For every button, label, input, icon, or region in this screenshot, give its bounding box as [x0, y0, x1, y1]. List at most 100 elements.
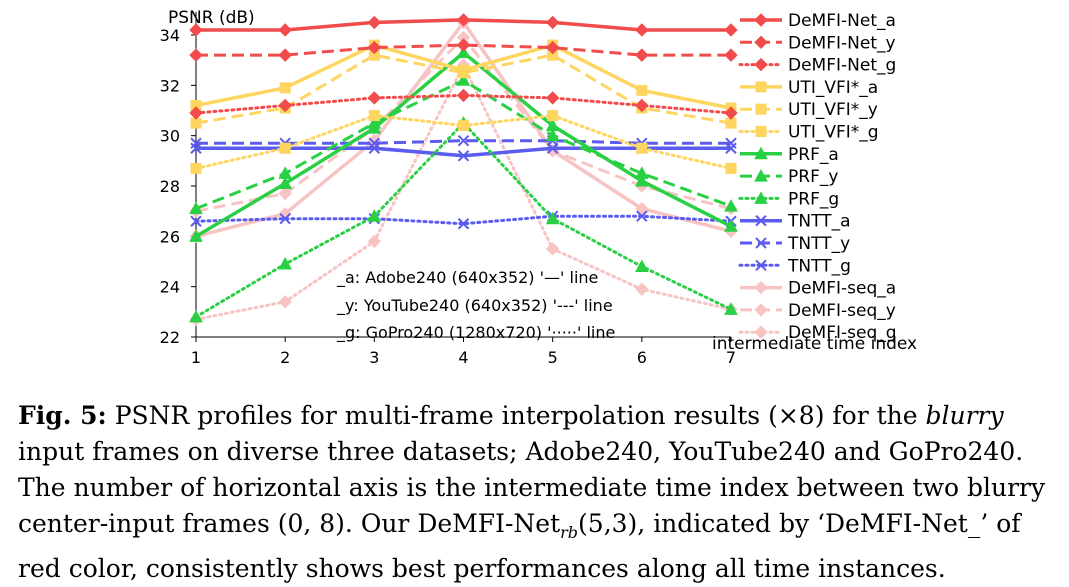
point-demfi-net-g-3 [367, 91, 382, 105]
legend-label-tntt-y: TNTT_y [787, 234, 850, 254]
point-uti-vfi-g-7 [725, 162, 737, 174]
point-tntt-g-6 [636, 210, 648, 222]
point-prf-a-5 [545, 118, 560, 132]
point-demfi-net-g-6 [635, 98, 649, 113]
point-prf-y-7 [724, 199, 738, 212]
point-uti-vfi-a-2 [279, 82, 291, 94]
x-tick-label: 3 [369, 348, 379, 367]
point-demfi-net-a-2 [278, 23, 292, 37]
y-tick-label: 30 [160, 127, 180, 146]
legend-marker-demfi-seq-g [754, 325, 768, 339]
point-demfi-net-y-4 [456, 38, 471, 52]
legend-marker-uti-vfi-g [755, 126, 767, 137]
point-demfi-net-a-5 [545, 15, 560, 30]
caption-label: Fig. 5: [18, 401, 107, 430]
legend-label-tntt-a: TNTT_a [787, 212, 851, 232]
legend-marker-demfi-seq-y [754, 303, 768, 317]
point-demfi-net-g-1 [189, 106, 203, 120]
caption-text-1: PSNR profiles for multi-frame interpolat… [106, 401, 926, 430]
point-uti-vfi-g-5 [547, 110, 559, 122]
point-tntt-a-3 [368, 142, 381, 154]
legend-label-demfi-seq-g: DeMFI-seq_g [788, 323, 897, 343]
point-tntt-a-5 [546, 142, 559, 154]
legend-marker-prf-y [754, 169, 768, 182]
point-demfi-net-a-1 [189, 23, 203, 37]
legend-label-demfi-seq-y: DeMFI-seq_y [788, 301, 896, 321]
x-tick-label: 4 [458, 348, 468, 367]
point-prf-y-5 [545, 128, 560, 142]
legend-label-prf-g: PRF_g [788, 189, 839, 209]
y-tick-label: 22 [160, 328, 180, 347]
point-uti-vfi-g-6 [636, 142, 648, 154]
point-tntt-a-4 [457, 150, 470, 162]
legend-marker-tntt-g [755, 259, 767, 272]
point-demfi-net-y-6 [635, 48, 649, 62]
legend-label-tntt-g: TNTT_g [787, 256, 851, 276]
caption-italic-word: blurry [925, 401, 1004, 430]
point-tntt-g-4 [457, 218, 470, 230]
point-prf-g-3 [367, 209, 382, 222]
point-demfi-net-y-1 [189, 48, 203, 62]
point-prf-g-6 [634, 259, 649, 273]
point-prf-a-2 [278, 176, 293, 189]
point-demfi-net-y-5 [545, 40, 560, 55]
point-demfi-net-a-4 [456, 13, 471, 27]
legend-label-uti-vfi-a: UTI_VFI*_a [788, 78, 878, 98]
legend-marker-tntt-y [755, 237, 767, 249]
figure-caption: Fig. 5: PSNR profiles for multi-frame in… [18, 398, 1058, 587]
y-tick-label: 24 [160, 278, 180, 297]
legend-marker-demfi-net-g [754, 57, 768, 72]
x-tick-label: 7 [726, 348, 736, 367]
point-demfi-seq-y-2 [278, 186, 292, 201]
point-uti-vfi-a-6 [636, 84, 648, 96]
point-prf-y-4 [456, 73, 471, 86]
point-demfi-net-g-4 [456, 88, 471, 103]
y-tick-label: 26 [160, 227, 180, 246]
point-prf-g-1 [189, 309, 203, 323]
point-demfi-net-g-5 [545, 91, 560, 105]
point-tntt-g-1 [190, 215, 202, 227]
x-tick-label: 6 [637, 348, 647, 367]
annotation-1: _y: YouTube240 (640x352) '---' line [336, 296, 613, 316]
y-tick-label: 32 [160, 76, 180, 95]
y-axis-label: PSNR (dB) [168, 8, 255, 28]
annotation-2: _g: GoPro240 (1280x720) '·····' line [336, 323, 615, 343]
point-prf-a-7 [724, 219, 738, 232]
point-demfi-net-y-3 [367, 40, 382, 55]
caption-text-2: input frames on diverse three datasets; … [18, 437, 1046, 538]
point-demfi-net-a-6 [635, 23, 649, 37]
point-demfi-net-y-2 [278, 48, 292, 62]
caption-subscript: rb [560, 523, 579, 542]
legend-marker-tntt-a [755, 214, 767, 227]
psnr-line-chart: 22 24 26 28 30 32 34 1 2 3 4 5 6 7 PSNR (dB) intermedia… [160, 8, 917, 367]
x-tick-label: 5 [548, 348, 558, 367]
legend-label-uti-vfi-g: UTI_VFI*_g [788, 123, 879, 143]
legend-marker-uti-vfi-a [755, 81, 767, 93]
point-demfi-net-a-7 [724, 23, 738, 37]
point-tntt-g-2 [279, 213, 291, 225]
point-demfi-seq-g-5 [545, 242, 560, 256]
point-demfi-net-y-7 [724, 48, 738, 62]
x-tick-label: 2 [280, 348, 290, 367]
point-prf-g-5 [545, 211, 560, 225]
point-tntt-a-1 [190, 142, 202, 154]
y-tick-label: 34 [160, 26, 180, 45]
point-demfi-net-a-3 [367, 15, 382, 30]
legend-marker-demfi-net-y [754, 35, 768, 50]
point-uti-vfi-g-3 [368, 110, 380, 122]
point-demfi-seq-a-6 [635, 201, 649, 216]
legend-marker-demfi-net-a [754, 13, 768, 27]
point-prf-g-2 [278, 256, 293, 270]
legend-label-prf-a: PRF_a [788, 145, 839, 165]
legend-label-uti-vfi-y: UTI_VFI*_y [788, 100, 878, 120]
point-prf-g-7 [724, 302, 738, 315]
point-demfi-seq-g-2 [278, 295, 292, 309]
point-demfi-net-g-2 [278, 98, 292, 113]
point-uti-vfi-g-1 [190, 162, 202, 174]
point-prf-a-4 [456, 45, 471, 59]
point-uti-vfi-g-2 [279, 142, 291, 154]
legend-label-demfi-net-y: DeMFI-Net_y [788, 33, 896, 53]
point-uti-vfi-g-4 [458, 120, 469, 132]
point-demfi-seq-g-6 [635, 282, 649, 296]
